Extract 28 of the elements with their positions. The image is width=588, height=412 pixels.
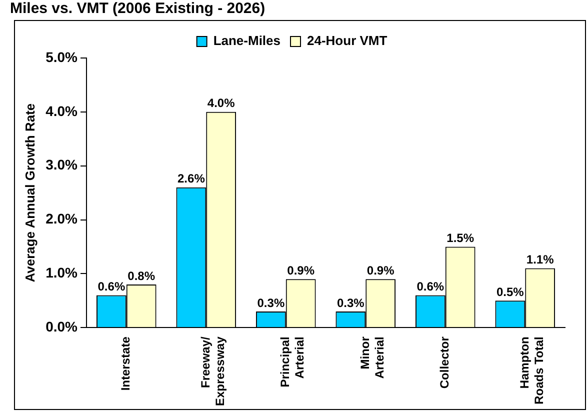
x-tick-label: Principal Arterial [278,336,307,388]
y-tick-label: 1.0% [46,264,78,281]
data-label: 2.6% [178,172,206,186]
y-axis-title: Average Annual Growth Rate [22,103,38,282]
x-tick-label: Hampton Roads Total [517,336,546,404]
y-tick-label: 0.0% [46,318,78,334]
data-label: 0.9% [287,263,315,278]
y-tick-label: 4.0% [46,102,78,119]
data-label: 0.8% [128,268,156,283]
x-tick-label: Freeway/ Expressway [198,336,227,406]
x-tick-label: Interstate [118,336,133,391]
x-tick-label: Collector [438,336,452,389]
y-tick-label: 3.0% [46,156,78,173]
y-tick-label: 5.0% [46,48,78,65]
data-label: 1.1% [526,252,554,267]
data-label: 0.3% [257,296,285,310]
y-tick-label: 2.0% [46,210,78,227]
legend-label: 24-Hour VMT [307,33,388,48]
data-label: 0.3% [336,296,365,310]
data-label: 0.6% [98,280,126,294]
data-label: 0.5% [496,284,524,299]
legend-label: Lane-Miles [213,33,281,48]
data-label: 1.5% [446,231,474,246]
chart-title: Miles vs. VMT (2006 Existing - 2026) [10,0,266,17]
data-label: 0.6% [416,280,444,294]
data-label: 4.0% [207,96,236,110]
data-label: 0.9% [366,263,395,278]
x-tick-label: Minor Arterial [358,336,386,379]
